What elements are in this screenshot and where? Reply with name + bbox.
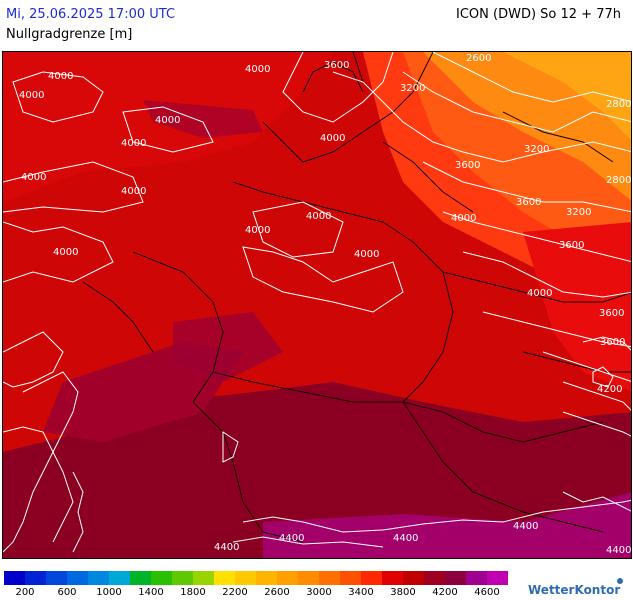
legend-swatch — [88, 571, 109, 585]
fill-east-edge — [523, 222, 631, 392]
legend-swatch — [4, 571, 25, 585]
legend-swatch — [46, 571, 67, 585]
legend-swatch — [109, 571, 130, 585]
legend-tick-label: 200 — [15, 587, 35, 598]
contour-label-group: 4000 4000 4000 4000 4000 4000 4000 4000 … — [19, 53, 631, 556]
legend-swatch — [25, 571, 46, 585]
contour-label: 4400 — [393, 533, 418, 544]
contour-label: 4000 — [121, 186, 146, 197]
contour-label: 4000 — [245, 225, 270, 236]
contour-label: 3600 — [559, 240, 584, 251]
legend-tick-label: 3800 — [390, 587, 416, 598]
legend-swatch — [298, 571, 319, 585]
legend-swatch — [193, 571, 214, 585]
wetterkontor-logo: WetterKontor — [528, 583, 621, 597]
fill-southeast-purple — [263, 492, 631, 558]
contour-label: 3200 — [524, 144, 549, 155]
legend-swatch — [172, 571, 193, 585]
legend-tick-label: 1800 — [180, 587, 206, 598]
contour-label: 2600 — [466, 53, 491, 64]
contour-label: 3200 — [566, 207, 591, 218]
legend-tick-label: 2200 — [222, 587, 248, 598]
contour-label: 3200 — [400, 83, 425, 94]
legend-tick-label: 600 — [57, 587, 77, 598]
fill-south — [3, 382, 631, 558]
fill-northeast-orange — [503, 52, 631, 140]
legend-swatch — [235, 571, 256, 585]
contour-label: 2800 — [606, 175, 631, 186]
contour-label: 3600 — [600, 337, 625, 348]
contour-label: 4000 — [155, 115, 180, 126]
legend-tick-label: 1000 — [96, 587, 122, 598]
fill-north-patch — [143, 100, 263, 138]
contour-lines — [3, 52, 631, 553]
legend-swatch — [319, 571, 340, 585]
contour-label: 4000 — [306, 211, 331, 222]
legend-tick-label: 4600 — [474, 587, 500, 598]
legend-tick-label: 2600 — [264, 587, 290, 598]
legend-swatch — [340, 571, 361, 585]
contour-label: 3600 — [455, 160, 480, 171]
contour-label: 4000 — [48, 71, 73, 82]
legend-swatch — [151, 571, 172, 585]
legend-swatch — [67, 571, 88, 585]
freezing-level-map: 4000 4000 4000 4000 4000 4000 4000 4000 … — [2, 51, 632, 559]
legend-swatch — [361, 571, 382, 585]
contour-label: 3600 — [599, 308, 624, 319]
contour-label: 3600 — [516, 197, 541, 208]
contour-label: 4000 — [451, 213, 476, 224]
fill-northwest — [3, 52, 333, 202]
contour-label: 4000 — [53, 247, 78, 258]
legend-tick-label: 4200 — [432, 587, 458, 598]
legend-swatch — [130, 571, 151, 585]
country-borders — [82, 52, 631, 543]
contour-label: 4000 — [354, 249, 379, 260]
legend-swatch — [277, 571, 298, 585]
contour-label: 3600 — [324, 60, 349, 71]
logo-dot-icon — [617, 578, 623, 584]
contour-label: 4000 — [19, 90, 44, 101]
contour-label: 4400 — [513, 521, 538, 532]
contour-label: 4200 — [597, 384, 622, 395]
legend-swatch — [487, 571, 508, 585]
model-run-label: ICON (DWD) So 12 + 77h — [456, 7, 621, 22]
contour-label: 4000 — [121, 138, 146, 149]
legend-swatch — [424, 571, 445, 585]
legend-swatch — [256, 571, 277, 585]
fill-central-patch — [173, 312, 283, 382]
legend-tick-label: 3400 — [348, 587, 374, 598]
contour-label: 4000 — [527, 288, 552, 299]
legend-swatch — [403, 571, 424, 585]
contour-label: 4000 — [320, 133, 345, 144]
parameter-title: Nullgradgrenze [m] — [6, 27, 133, 42]
legend-swatch — [382, 571, 403, 585]
contour-label: 4400 — [279, 533, 304, 544]
contour-label: 4400 — [606, 545, 631, 556]
legend-swatch — [445, 571, 466, 585]
contour-label: 4000 — [245, 64, 270, 75]
legend-tick-label: 1400 — [138, 587, 164, 598]
legend-swatch — [466, 571, 487, 585]
legend-tick-label: 3000 — [306, 587, 332, 598]
contour-label: 2800 — [606, 99, 631, 110]
legend-swatch — [214, 571, 235, 585]
contour-label: 4000 — [21, 172, 46, 183]
forecast-datetime: Mi, 25.06.2025 17:00 UTC — [6, 7, 176, 22]
contour-label: 4400 — [214, 542, 239, 553]
